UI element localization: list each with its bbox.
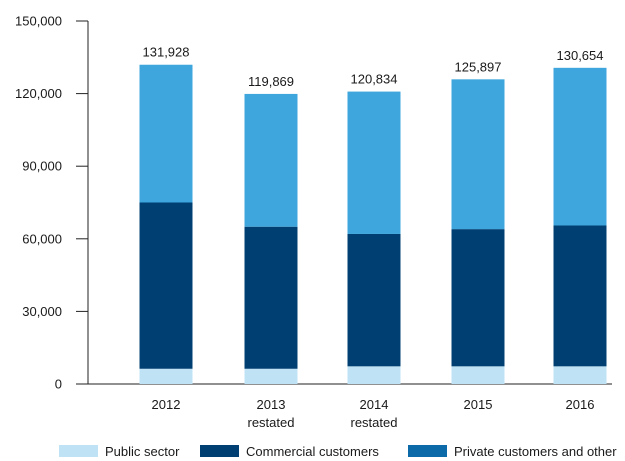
y-tick-label: 30,000 (22, 304, 62, 319)
axis-layer: 0 30,000 60,000 90,000 120,000 150,000 (15, 14, 612, 392)
bar-segment-private-customers-and-other (347, 91, 401, 234)
legend-label: Public sector (105, 444, 180, 459)
bar-total-label: 120,834 (351, 72, 398, 87)
y-tick-label: 0 (55, 377, 62, 392)
x-category-label: 2016 (566, 397, 595, 412)
bar-segment-commercial-customers (244, 226, 298, 369)
x-category-label: 2012 (152, 397, 181, 412)
bar-segment-private-customers-and-other (553, 67, 607, 226)
labels-layer: 131,928 2012 119,869 2013 restated 120,834 201… (143, 45, 604, 430)
y-tick-label: 90,000 (22, 159, 62, 174)
legend: Public sector Commercial customers Private… (59, 444, 617, 459)
legend-swatch (408, 445, 447, 457)
bar-segment-public-sector (451, 366, 505, 384)
y-tick-label: 120,000 (15, 86, 62, 101)
legend-swatch (200, 445, 239, 457)
bar-segment-commercial-customers (139, 202, 193, 369)
x-category-label: 2014 (360, 397, 389, 412)
legend-label: Commercial customers (246, 444, 379, 459)
bar-segment-commercial-customers (347, 233, 401, 367)
bar-total-label: 119,869 (248, 74, 294, 89)
bar-segment-public-sector (553, 366, 607, 384)
bar-segment-private-customers-and-other (139, 64, 193, 203)
x-category-label: 2013 (257, 397, 286, 412)
bar-segment-private-customers-and-other (244, 93, 298, 227)
bar-segment-private-customers-and-other (451, 79, 505, 230)
bar-total-label: 130,654 (557, 48, 604, 63)
bar-total-label: 125,897 (455, 59, 502, 74)
legend-swatch (59, 445, 98, 457)
y-tick-label: 60,000 (22, 231, 62, 246)
bar-segment-public-sector (139, 368, 193, 384)
bar-total-label: 131,928 (143, 45, 190, 60)
bar-segment-public-sector (244, 368, 298, 384)
bar-segment-public-sector (347, 366, 401, 384)
x-category-label: restated (248, 415, 295, 430)
bar-segment-commercial-customers (553, 225, 607, 367)
y-tick-label: 150,000 (15, 14, 62, 29)
x-category-label: restated (351, 415, 398, 430)
bars-layer (139, 64, 607, 384)
x-category-label: 2015 (464, 397, 493, 412)
legend-label: Private customers and other (454, 444, 617, 459)
bar-segment-commercial-customers (451, 229, 505, 367)
